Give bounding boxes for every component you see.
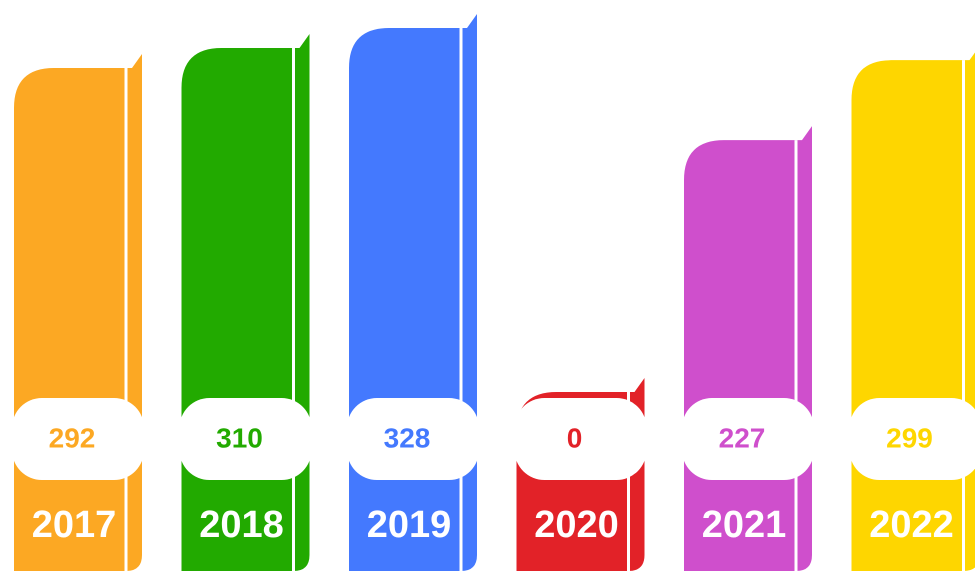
value-label: 328	[384, 422, 431, 453]
category-label: 2020	[534, 504, 619, 546]
value-pad	[12, 398, 144, 480]
category-label: 2018	[199, 504, 284, 546]
value-pad	[682, 398, 814, 480]
bar	[851, 52, 975, 571]
value-label: 310	[216, 422, 263, 453]
value-label: 0	[567, 422, 583, 453]
category-label: 2019	[367, 504, 452, 546]
value-pad	[514, 398, 647, 480]
bar	[349, 14, 477, 571]
category-label: 2017	[32, 504, 117, 546]
value-label: 292	[49, 422, 96, 453]
bar	[14, 53, 142, 571]
bar	[181, 33, 310, 571]
value-pad	[179, 398, 312, 480]
category-label: 2021	[702, 504, 787, 546]
value-label: 227	[719, 422, 766, 453]
value-label: 299	[886, 422, 933, 453]
category-label: 2022	[869, 504, 954, 546]
value-pad	[347, 398, 479, 480]
value-pad	[849, 398, 975, 480]
